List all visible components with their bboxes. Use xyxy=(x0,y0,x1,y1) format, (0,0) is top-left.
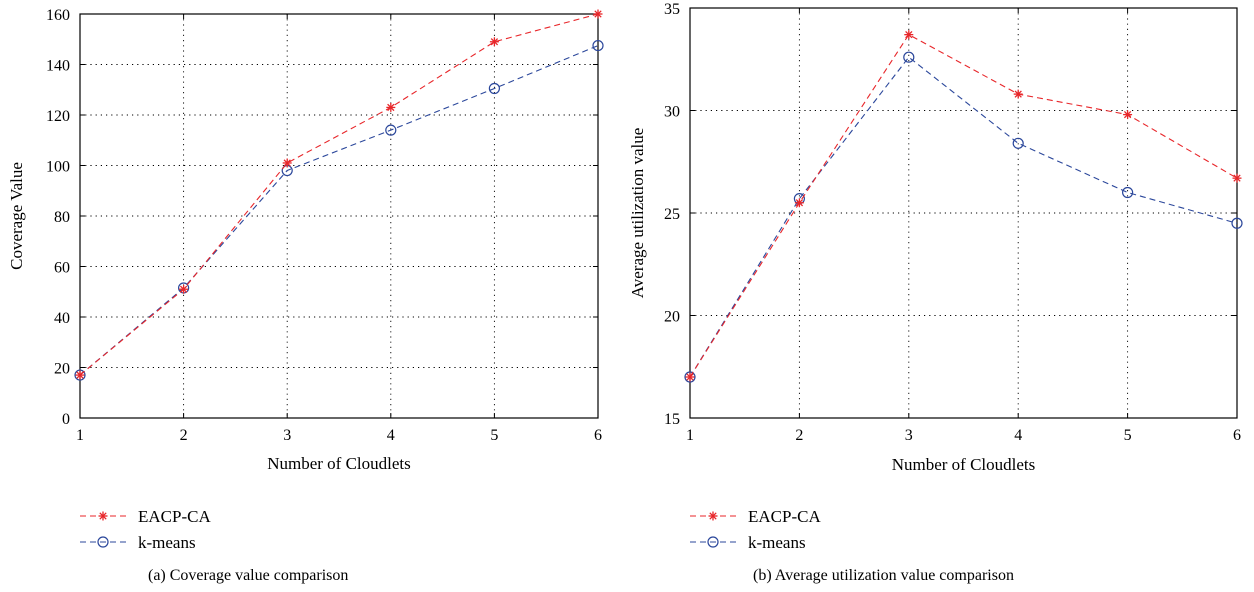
data-point xyxy=(282,158,292,168)
x-axis-label: Number of Cloudlets xyxy=(267,454,411,473)
data-point-stroke xyxy=(76,371,84,379)
data-point xyxy=(593,9,603,19)
data-point xyxy=(904,30,914,40)
data-point xyxy=(179,284,189,294)
legend-entry: EACP-CA xyxy=(80,507,211,526)
legend-label: k-means xyxy=(748,533,806,552)
y-tick-label: 120 xyxy=(46,108,70,125)
data-point-stroke xyxy=(387,103,395,112)
y-tick-label: 0 xyxy=(62,411,70,428)
series-line xyxy=(79,13,599,376)
data-point xyxy=(489,37,499,47)
x-tick-label: 5 xyxy=(490,427,498,444)
data-point xyxy=(1123,110,1133,120)
y-tick-label: 25 xyxy=(664,206,680,223)
plot-frame xyxy=(689,7,1238,419)
y-tick-label: 30 xyxy=(664,104,680,121)
series-line xyxy=(689,56,1238,378)
data-point-stroke xyxy=(905,30,913,39)
data-point xyxy=(385,124,397,136)
x-tick-label: 4 xyxy=(387,427,395,444)
data-point xyxy=(386,102,396,112)
x-tick-label: 1 xyxy=(686,427,694,444)
data-point-stroke xyxy=(594,10,602,18)
y-tick-label: 35 xyxy=(664,1,680,18)
legend-marker xyxy=(98,511,108,521)
legend-marker-stroke xyxy=(99,512,107,520)
data-point-stroke xyxy=(1123,110,1132,119)
data-point-stroke xyxy=(686,373,694,381)
chart-utilization: 1 2 3 4 5 6 15 20 25 30 35 Number of Cloudlets Avera… xyxy=(628,1,1243,584)
data-point xyxy=(1012,137,1024,149)
y-tick-label: 140 xyxy=(46,58,70,75)
plot-frame xyxy=(79,13,599,419)
y-tick-label: 20 xyxy=(54,361,70,378)
data-point xyxy=(488,82,500,95)
x-tick-label: 3 xyxy=(283,427,291,444)
y-axis-label: Coverage Value xyxy=(7,162,26,270)
data-point xyxy=(74,369,86,381)
data-point xyxy=(684,371,696,383)
x-tick-label: 2 xyxy=(180,427,188,444)
data-point-stroke xyxy=(795,199,804,207)
data-point xyxy=(685,372,695,382)
legend-entry: k-means xyxy=(690,533,806,552)
data-point xyxy=(1232,173,1242,183)
figure-caption: (b) Average utilization value comparison xyxy=(753,567,1014,584)
x-tick-label: 6 xyxy=(594,427,602,444)
legend-marker xyxy=(707,536,719,548)
data-point-stroke xyxy=(1014,90,1022,98)
data-point xyxy=(903,51,915,63)
y-tick-label: 15 xyxy=(664,411,680,428)
data-point xyxy=(1013,89,1023,99)
y-axis-label: Average utilization value xyxy=(628,128,647,299)
figure-caption: (a) Coverage value comparison xyxy=(148,567,348,584)
x-tick-label: 4 xyxy=(1014,427,1022,444)
data-point xyxy=(794,198,804,208)
data-point-stroke xyxy=(179,285,188,293)
y-tick-label: 160 xyxy=(46,7,70,24)
data-point-stroke xyxy=(283,159,291,167)
series-k-means xyxy=(74,39,604,381)
series-k-means xyxy=(684,51,1243,383)
series-eacp-ca xyxy=(685,30,1242,382)
data-point-stroke xyxy=(1233,174,1241,182)
legend-label: k-means xyxy=(138,533,196,552)
data-point-stroke xyxy=(490,38,499,46)
y-tick-label: 20 xyxy=(664,309,680,326)
legend-label: EACP-CA xyxy=(748,507,821,526)
data-point xyxy=(1231,217,1243,229)
series-line xyxy=(79,45,599,376)
legend-marker-stroke xyxy=(709,512,717,520)
data-point xyxy=(1121,186,1134,199)
y-tick-label: 80 xyxy=(54,209,70,226)
y-tick-label: 40 xyxy=(54,310,70,327)
legend-marker xyxy=(708,511,718,521)
series-line xyxy=(689,33,1238,378)
data-point xyxy=(75,370,85,380)
x-tick-label: 1 xyxy=(76,427,84,444)
legend-entry: k-means xyxy=(80,533,196,552)
legend-entry: EACP-CA xyxy=(690,507,821,526)
y-tick-label: 60 xyxy=(54,260,70,277)
series-eacp-ca xyxy=(75,9,603,380)
legend-marker xyxy=(97,536,109,548)
data-point xyxy=(592,39,604,52)
x-tick-label: 3 xyxy=(905,427,913,444)
x-tick-label: 2 xyxy=(795,427,803,444)
x-tick-label: 6 xyxy=(1233,427,1241,444)
x-tick-label: 5 xyxy=(1124,427,1132,444)
x-axis-label: Number of Cloudlets xyxy=(892,455,1036,474)
legend-label: EACP-CA xyxy=(138,507,211,526)
y-tick-label: 100 xyxy=(46,159,70,176)
